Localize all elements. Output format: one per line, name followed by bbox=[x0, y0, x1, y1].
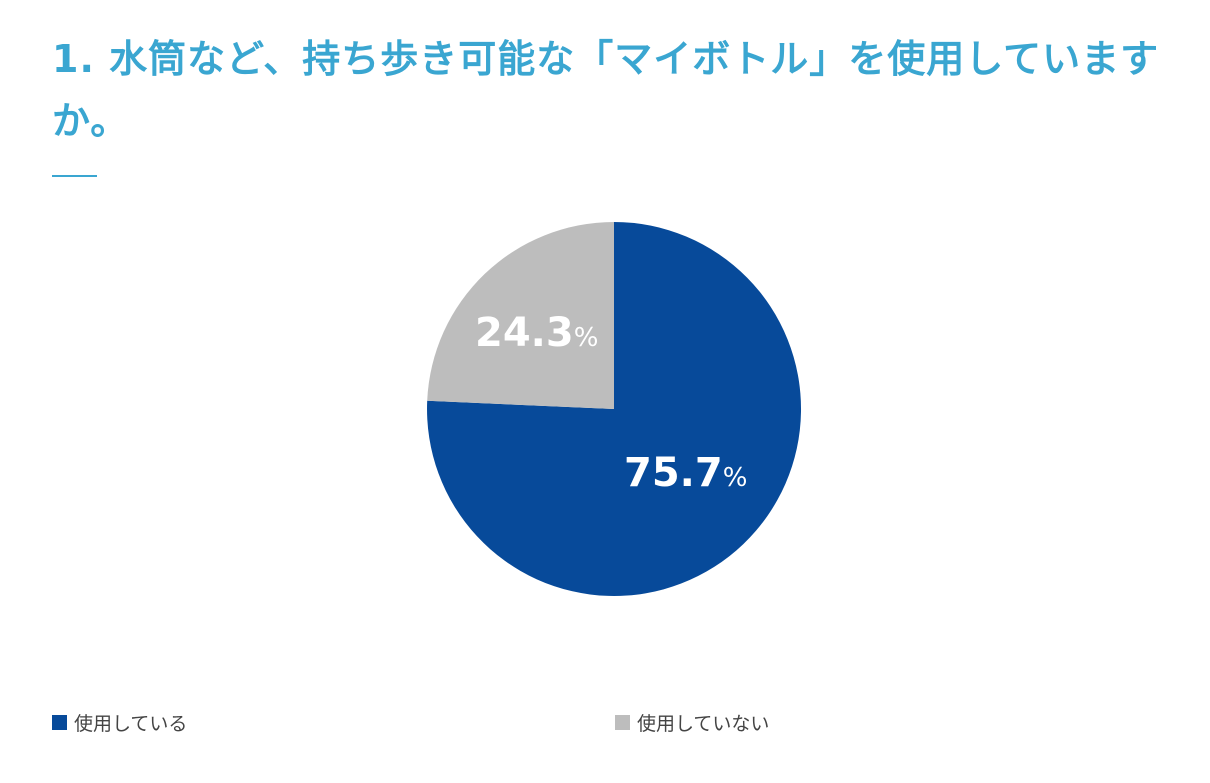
percent-sign: % bbox=[722, 463, 748, 493]
legend-swatch-used-icon bbox=[52, 715, 67, 730]
legend-label-not-used: 使用していない bbox=[637, 713, 770, 735]
pie-label-not-used: 24.3% bbox=[475, 311, 598, 360]
pie-slice-not-used bbox=[427, 222, 614, 409]
percent-sign: % bbox=[573, 323, 599, 353]
pie-label-used: 75.7% bbox=[624, 451, 747, 500]
legend-swatch-not-used-icon bbox=[615, 715, 630, 730]
title-divider bbox=[52, 175, 97, 177]
legend-label-used: 使用している bbox=[74, 713, 188, 735]
legend-item-used: 使用している bbox=[52, 709, 187, 736]
question-title: 1. 水筒など、持ち歩き可能な「マイボトル」を使用していますか。 bbox=[52, 37, 1160, 143]
not-used-value: 24.3 bbox=[475, 310, 574, 356]
used-value: 75.7 bbox=[624, 450, 723, 496]
legend-item-not-used: 使用していない bbox=[615, 709, 769, 736]
pie-slice-used bbox=[427, 222, 802, 597]
